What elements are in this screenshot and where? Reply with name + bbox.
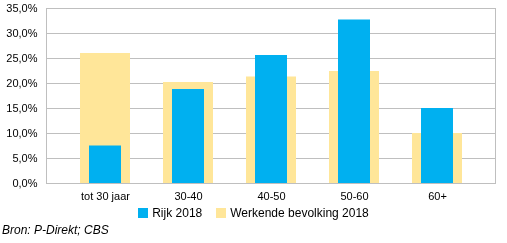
svg-text:60+: 60+ [428,190,447,202]
svg-text:30,0%: 30,0% [6,27,37,39]
html-text:Bron: P-Direkt; CBS: Bron: P-Direkt; CBS [2,223,109,237]
svg-text:10,0%: 10,0% [6,127,37,139]
svg-text:tot 30 jaar: tot 30 jaar [81,190,130,202]
html-text:Werkende bevolking 2018: Werkende bevolking 2018 [230,206,369,220]
html-text:Rijk 2018: Rijk 2018 [152,206,203,220]
svg-text:5,0%: 5,0% [12,152,37,164]
svg-text:0,0%: 0,0% [12,177,37,189]
svg-text:40-50: 40-50 [257,190,285,202]
svg-text:25,0%: 25,0% [6,52,37,64]
svg-text:20,0%: 20,0% [6,77,37,89]
svg-text:30-40: 30-40 [174,190,202,202]
svg-text:50-60: 50-60 [340,190,368,202]
svg-text:35,0%: 35,0% [6,2,37,14]
svg-text:15,0%: 15,0% [6,102,37,114]
